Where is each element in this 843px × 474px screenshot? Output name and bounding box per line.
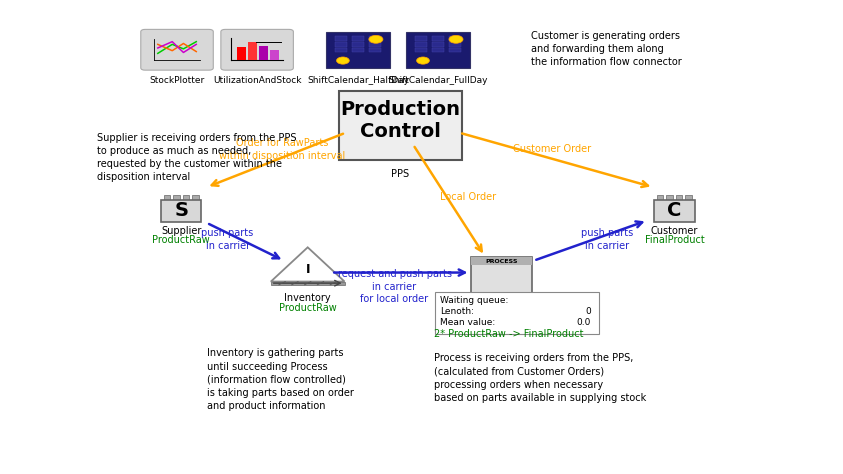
Bar [432,48,444,53]
Text: push parts
in carrier: push parts in carrier [581,228,633,251]
Bar [237,47,246,60]
Text: ShiftCalendar_HalfDay: ShiftCalendar_HalfDay [308,76,409,85]
FancyBboxPatch shape [221,29,293,70]
Text: Customer Order: Customer Order [513,144,591,155]
Bar [192,194,199,200]
Bar [368,48,381,53]
Bar [416,42,427,46]
Text: Customer is generating orders
and forwarding them along
the information flow con: Customer is generating orders and forwar… [531,31,682,67]
FancyBboxPatch shape [654,200,695,222]
Bar [657,194,663,200]
Text: Inventory is gathering parts
until succeeding Process
(information flow controll: Inventory is gathering parts until succe… [207,348,353,411]
Text: PPS: PPS [391,169,410,179]
Text: Inventory: Inventory [284,293,331,303]
Bar [432,36,444,41]
FancyBboxPatch shape [471,257,532,292]
Text: Supplier is receiving orders from the PPS
to produce as much as needed,
requeste: Supplier is receiving orders from the PP… [97,133,297,182]
Bar [259,46,268,60]
Bar [471,257,532,265]
FancyBboxPatch shape [141,29,213,70]
Bar [432,42,444,46]
Bar [406,32,470,68]
Text: PROCESS: PROCESS [486,259,518,264]
Bar [368,36,381,41]
FancyBboxPatch shape [339,91,462,160]
Bar [666,194,673,200]
Bar [352,42,364,46]
Bar [271,282,345,285]
Bar [336,36,347,41]
Bar [448,36,461,41]
Bar [685,194,692,200]
Bar [448,48,461,53]
Circle shape [369,36,383,43]
Circle shape [336,57,349,64]
Bar [183,194,190,200]
Bar [416,36,427,41]
Text: request and push parts
in carrier
for local order: request and push parts in carrier for lo… [337,269,452,304]
Bar [416,48,427,53]
Text: I: I [305,264,310,276]
Bar [336,48,347,53]
Text: 2* ProductRaw -> FinalProduct: 2* ProductRaw -> FinalProduct [434,329,583,339]
Bar [448,42,461,46]
Bar [326,32,390,68]
Text: Process is receiving orders from the PPS,
(calculated from Customer Orders)
proc: Process is receiving orders from the PPS… [434,353,647,403]
Bar [435,292,599,334]
Text: S: S [175,201,188,220]
Text: ProductRaw: ProductRaw [279,303,336,313]
Text: Mean value:: Mean value: [440,318,496,327]
Text: Supplier: Supplier [161,226,201,236]
Text: FinalProduct: FinalProduct [645,235,704,245]
Text: Customer: Customer [651,226,698,236]
Text: Order for RawParts
within disposition interval: Order for RawParts within disposition in… [219,138,346,161]
Bar [352,36,364,41]
Bar [270,50,279,60]
Circle shape [416,57,429,64]
Text: UtilizationAndStock: UtilizationAndStock [213,76,301,85]
Bar [676,194,683,200]
Text: ShiftCalendar_FullDay: ShiftCalendar_FullDay [389,76,488,85]
Bar [248,42,257,60]
Text: StockPlotter: StockPlotter [149,76,205,85]
Text: 0: 0 [585,307,591,316]
Text: Waiting queue:: Waiting queue: [440,296,508,305]
Text: ProductRaw: ProductRaw [153,235,210,245]
Bar [173,194,180,200]
Text: push parts
in carrier: push parts in carrier [201,228,254,251]
Text: Process: Process [483,301,520,311]
Text: Production
Control: Production Control [341,100,460,141]
Bar [164,194,170,200]
Text: C: C [667,201,682,220]
Bar [368,42,381,46]
Text: 0.0: 0.0 [577,318,591,327]
Bar [336,42,347,46]
Text: Local Order: Local Order [440,191,496,202]
Text: Lenoth:: Lenoth: [440,307,474,316]
FancyBboxPatch shape [161,200,201,222]
Polygon shape [271,247,345,282]
Circle shape [449,36,463,43]
Bar [352,48,364,53]
